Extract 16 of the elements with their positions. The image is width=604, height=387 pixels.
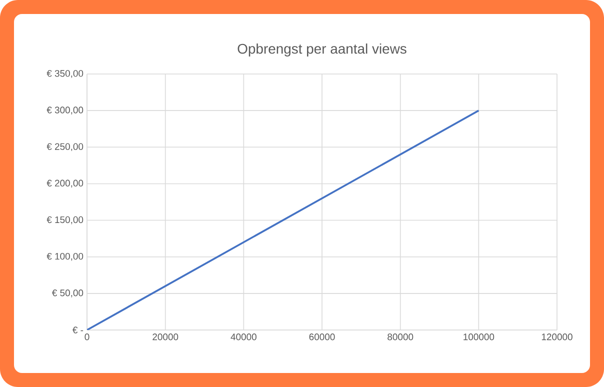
y-tick-label: € 350,00 [46,70,84,78]
x-tick-label: 40000 [230,334,256,340]
chart-title: Opbrengst per aantal views [238,44,406,56]
y-tick-label: € 50,00 [52,290,84,298]
x-tick-label: 0 [84,334,90,340]
y-tick-label: € 150,00 [46,216,84,224]
x-tick-label: 60000 [309,334,335,340]
y-tick-label: € - [72,326,84,334]
x-tick-label: 120000 [542,334,572,340]
x-tick-label: 80000 [388,334,414,340]
y-tick-label: € 200,00 [46,180,84,188]
x-tick-label: 100000 [464,334,494,340]
x-tick-label: 20000 [152,334,178,340]
y-tick-label: € 100,00 [46,252,84,261]
y-tick-label: € 300,00 [46,106,84,114]
y-tick-label: € 250,00 [46,143,84,152]
